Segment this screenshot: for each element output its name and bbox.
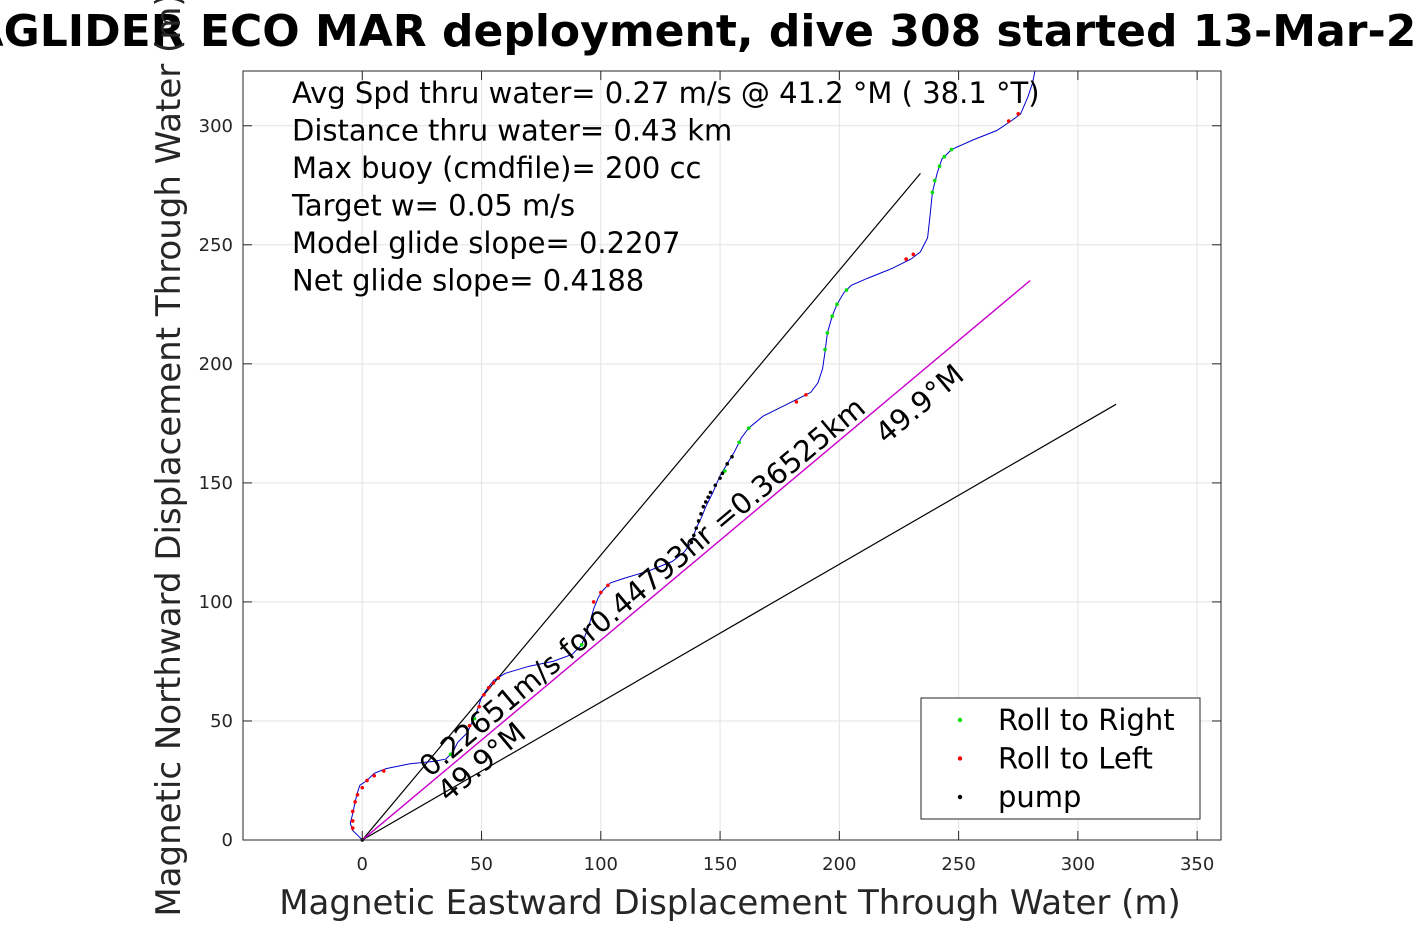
x-ticks: 0 50 100 150 200 250 300 350 [357,71,1214,875]
legend: Roll to Right Roll to Left pump [920,697,1201,820]
legend-label: Roll to Right [998,703,1175,737]
roll-left-marker [467,723,472,728]
x-tick-label: 300 [1061,854,1095,875]
x-tick-label: 350 [1180,854,1214,875]
pump-marker [696,519,701,523]
roll-right-marker [723,469,727,473]
pump-marker [730,454,734,459]
roll-right-marker [737,440,741,445]
roll-left-marker [477,704,481,709]
roll-right-marker [830,314,834,319]
roll-right-marker [825,331,830,335]
roll-left-marker [355,792,360,797]
info-line: Distance thru water= 0.43 km [292,114,732,148]
net-heading-line [361,279,1031,841]
roll-left-marker [350,819,355,823]
info-line: Model glide slope= 0.2207 [292,226,680,260]
pump-marker [720,471,725,476]
glider-track-line [349,70,1036,841]
legend-label: Roll to Left [998,742,1153,776]
info-line: Net glide slope= 0.4188 [292,264,644,298]
roll-left-marker [496,676,501,680]
x-tick-label: 100 [584,854,618,875]
pump-marker [694,526,699,530]
info-line: Max buoy (cmdfile)= 200 cc [292,151,701,185]
pump-marker [701,504,706,509]
roll-right-marker [930,190,935,195]
roll-right-marker [472,716,477,721]
x-tick-label: 250 [941,854,975,875]
roll-left-marker [606,583,610,588]
roll-left-marker [1016,112,1021,116]
legend-box [920,697,1201,820]
info-line: Target w= 0.05 m/s [291,189,575,223]
roll-right-marker [823,347,827,352]
roll-left-marker [794,400,799,404]
legend-marker [957,717,963,723]
pump-marker [725,462,730,466]
roll-right-marker [932,178,937,183]
roll-left-marker [482,692,486,697]
roll-left-marker [911,252,916,257]
pump-marker [703,500,708,504]
roll-right-marker [746,426,751,430]
roll-left-marker [1006,119,1011,123]
pump-marker [692,533,696,538]
grid [243,71,1221,841]
roll-right-marker [844,288,849,292]
y-tick-label: 50 [210,711,233,732]
chart-title: SEAGLIDER ECO MAR deployment, dive 308 s… [0,6,1417,57]
roll-right-marker [835,302,839,307]
roll-left-marker [365,778,369,783]
y-tick-label: 200 [199,354,233,375]
pump-marker [718,476,722,480]
roll-left-marker [599,590,603,595]
plot-lines [349,70,1117,841]
y-axis-label: Magnetic Northward Displacement Through … [149,0,189,917]
roll-left-marker [486,685,491,690]
y-tick-label: 250 [199,235,233,256]
roll-right-marker [579,642,584,647]
pump-marker [713,483,718,488]
pump-marker [689,540,694,545]
y-tick-label: 150 [199,473,233,494]
x-tick-label: 50 [470,854,493,875]
roll-left-marker [381,769,386,773]
y-tick-label: 100 [199,592,233,613]
roll-left-marker [350,809,355,814]
legend-marker [957,794,963,800]
x-axis-label: Magnetic Eastward Displacement Through W… [279,883,1181,923]
roll-left-marker [904,257,908,261]
pump-marker [706,495,710,499]
pump-marker [699,512,703,516]
y-tick-label: 0 [222,830,233,851]
legend-marker [957,756,963,761]
roll-right-marker [448,752,453,757]
info-line: Avg Spd thru water= 0.27 m/s @ 41.2 °M (… [292,76,1040,110]
roll-left-marker [350,826,355,830]
reference-line [361,172,921,841]
roll-right-marker [942,154,947,159]
roll-left-marker [360,785,365,790]
roll-left-marker [372,773,376,778]
plot-markers [350,112,1021,842]
x-tick-label: 150 [703,854,737,875]
roll-left-marker [804,392,808,397]
info-text-block: Avg Spd thru water= 0.27 m/s @ 41.2 °M (… [291,76,1040,298]
axes-box [242,70,1222,841]
y-tick-label: 300 [199,116,233,137]
roll-left-marker [353,800,357,804]
x-tick-label: 0 [357,854,368,875]
legend-label: pump [998,780,1081,814]
roll-left-marker [491,681,496,685]
x-tick-label: 200 [822,854,856,875]
reference-line [361,403,1117,841]
roll-right-marker [949,147,954,152]
roll-left-marker [591,600,596,604]
roll-right-marker [937,164,942,169]
y-ticks: 0 50 100 150 200 250 300 [199,116,1221,851]
pump-marker [708,490,713,495]
